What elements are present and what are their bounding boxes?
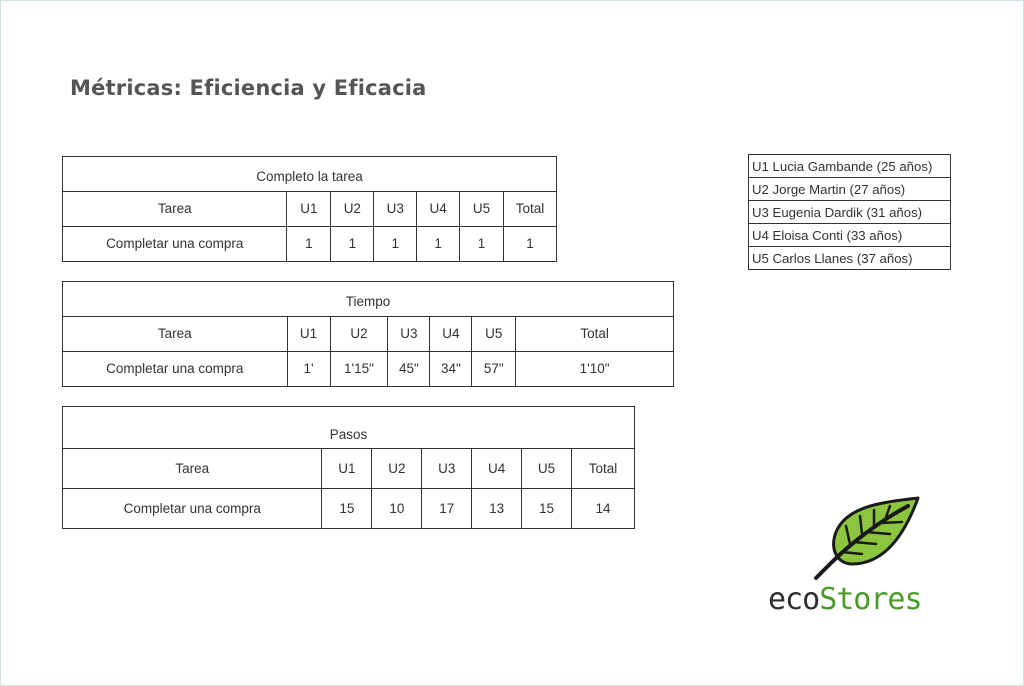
table-cell: 1 xyxy=(416,226,461,262)
table-cell: Completar una compra xyxy=(62,351,288,387)
page-title: Métricas: Eficiencia y Eficacia xyxy=(70,76,427,100)
column-header: U4 xyxy=(416,191,461,227)
user-label: U5 Carlos Llanes (37 años) xyxy=(748,246,951,270)
table-cell: 14 xyxy=(571,488,635,529)
logo-text-stores: Stores xyxy=(819,582,922,617)
column-header: U4 xyxy=(471,448,523,489)
table-cell: 17 xyxy=(421,488,473,529)
table-cell: 1 xyxy=(330,226,375,262)
table-cell: 45" xyxy=(387,351,431,387)
table-cell: 1'15" xyxy=(329,351,389,387)
logo-text-eco: eco xyxy=(768,582,820,617)
table-cell: 1'10" xyxy=(515,351,674,387)
column-header: U3 xyxy=(373,191,418,227)
column-header: U1 xyxy=(286,316,331,352)
list-item: U4 Eloisa Conti (33 años) xyxy=(748,223,951,247)
user-label: U4 Eloisa Conti (33 años) xyxy=(748,223,951,247)
user-label: U1 Lucia Gambande (25 años) xyxy=(748,154,951,178)
table-row: Completar una compra 1 1 1 1 1 1 xyxy=(61,226,557,262)
table-caption: Tiempo xyxy=(62,281,674,317)
table-cell: 34" xyxy=(429,351,473,387)
column-header: Tarea xyxy=(61,191,288,227)
column-header: U3 xyxy=(421,448,473,489)
table-cell: 10 xyxy=(371,488,423,529)
column-header: Tarea xyxy=(62,316,288,352)
table-header-row: Tarea U1 U2 U3 U4 U5 Total xyxy=(61,191,557,227)
table-cell: 1 xyxy=(286,226,332,262)
table-caption: Completo la tarea xyxy=(62,156,557,192)
time-table: Tiempo Tarea U1 U2 U3 U4 U5 Total Comple… xyxy=(62,281,674,387)
column-header: U3 xyxy=(387,316,431,352)
user-label: U2 Jorge Martin (27 años) xyxy=(748,177,951,201)
table-header-row: Tarea U1 U2 U3 U4 U5 Total xyxy=(62,316,674,352)
column-header: Total xyxy=(515,316,674,352)
column-header: U1 xyxy=(321,448,373,489)
column-header: U5 xyxy=(459,191,504,227)
column-header: U1 xyxy=(286,191,332,227)
table-cell: 13 xyxy=(471,488,523,529)
table-cell: 15 xyxy=(321,488,373,529)
steps-table: Pasos Tarea U1 U2 U3 U4 U5 Total Complet… xyxy=(61,406,635,529)
table-cell: Completar una compra xyxy=(61,226,288,262)
column-header: U4 xyxy=(429,316,473,352)
table-row: Completar una compra 15 10 17 13 15 14 xyxy=(61,488,635,529)
column-header: U2 xyxy=(330,191,375,227)
table-cell: 1 xyxy=(503,226,557,262)
column-header: U2 xyxy=(371,448,423,489)
users-legend: U1 Lucia Gambande (25 años) U2 Jorge Mar… xyxy=(748,154,951,270)
column-header: Total xyxy=(571,448,635,489)
table-cell: 15 xyxy=(521,488,573,529)
table-cell: Completar una compra xyxy=(61,488,323,529)
table-header-row: Tarea U1 U2 U3 U4 U5 Total xyxy=(61,448,635,489)
column-header: U2 xyxy=(329,316,389,352)
table-cell: 57" xyxy=(471,351,517,387)
user-label: U3 Eugenia Dardik (31 años) xyxy=(748,200,951,224)
table-cell: 1 xyxy=(373,226,418,262)
list-item: U5 Carlos Llanes (37 años) xyxy=(748,246,951,270)
table-cell: 1' xyxy=(286,351,331,387)
list-item: U2 Jorge Martin (27 años) xyxy=(748,177,951,201)
column-header: Tarea xyxy=(61,448,323,489)
table-row: Completar una compra 1' 1'15" 45" 34" 57… xyxy=(62,351,674,387)
ecostores-logo: ecoStores xyxy=(760,494,960,622)
list-item: U1 Lucia Gambande (25 años) xyxy=(748,154,951,178)
column-header: U5 xyxy=(521,448,573,489)
leaf-icon xyxy=(814,496,920,580)
list-item: U3 Eugenia Dardik (31 años) xyxy=(748,200,951,224)
column-header: U5 xyxy=(471,316,517,352)
table-cell: 1 xyxy=(459,226,504,262)
column-header: Total xyxy=(503,191,557,227)
completion-table: Completo la tarea Tarea U1 U2 U3 U4 U5 T… xyxy=(61,156,557,262)
table-caption: Pasos xyxy=(62,406,635,449)
logo-wordmark: ecoStores xyxy=(768,582,923,617)
